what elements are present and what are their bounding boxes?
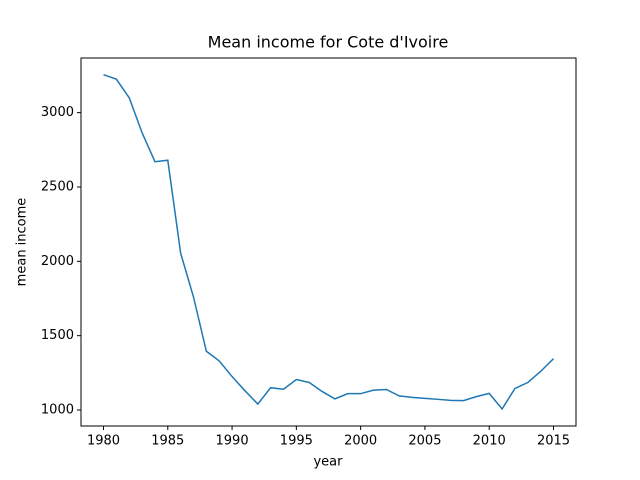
- x-tick-label: 2005: [408, 434, 441, 449]
- x-tick-label: 1990: [216, 434, 249, 449]
- x-tick-label: 1995: [280, 434, 313, 449]
- y-tick-label: 3000: [41, 105, 74, 120]
- line: [103, 74, 555, 411]
- x-axis-label: year: [313, 455, 343, 470]
- x-tick-label: 2000: [344, 434, 377, 449]
- x-tick-label: 2010: [473, 434, 506, 449]
- x-tick-label: 1980: [87, 434, 120, 449]
- y-tick-label: 2000: [41, 254, 74, 269]
- y-axis-label: mean income: [15, 198, 30, 287]
- y-tick-label: 1500: [41, 328, 74, 343]
- plot-frame: [80, 57, 577, 427]
- x-tick-label: 1985: [151, 434, 184, 449]
- chart-title: Mean income for Cote d'Ivoire: [208, 33, 449, 52]
- y-tick-label: 2500: [41, 179, 74, 194]
- y-tick-label: 1000: [41, 403, 74, 418]
- x-tick-label: 2015: [537, 434, 570, 449]
